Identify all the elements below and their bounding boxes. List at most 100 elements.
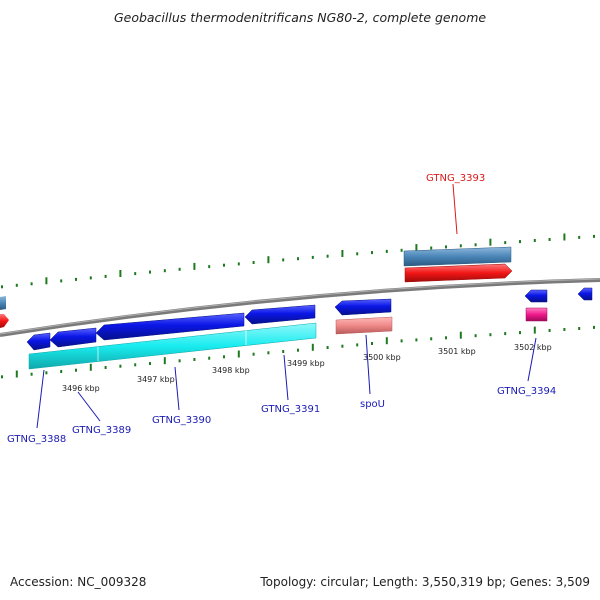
minor-tick xyxy=(297,348,299,352)
minor-tick xyxy=(1,285,3,289)
feature-bar-pink[interactable] xyxy=(335,316,393,335)
inner-tick-row xyxy=(1,325,595,379)
major-tick xyxy=(415,244,418,252)
minor-tick xyxy=(593,234,595,238)
minor-tick xyxy=(208,356,211,360)
minor-tick xyxy=(400,339,403,343)
major-tick xyxy=(311,343,314,351)
minor-tick xyxy=(430,337,433,341)
minor-tick xyxy=(60,279,63,283)
minor-tick xyxy=(45,371,48,375)
minor-tick xyxy=(474,243,477,247)
label-connector-red xyxy=(452,183,458,235)
minor-tick xyxy=(519,240,521,244)
minor-tick xyxy=(75,277,77,281)
minor-tick xyxy=(385,249,388,253)
minor-tick xyxy=(459,244,462,248)
minor-tick xyxy=(504,241,507,245)
kbp-tick-label: 3497 kbp xyxy=(137,375,175,384)
gene-GTNG_3393[interactable] xyxy=(403,246,513,283)
gene-spoU-arrow[interactable] xyxy=(334,298,392,316)
gene-label-GTNG_3393[interactable]: GTNG_3393 xyxy=(426,173,485,184)
gene-left-edge-red[interactable] xyxy=(0,314,9,328)
major-tick xyxy=(489,238,492,246)
gene-GTNG_3390-arrow[interactable] xyxy=(95,312,245,341)
minor-tick xyxy=(208,265,211,269)
kbp-tick-label: 3498 kbp xyxy=(212,366,250,375)
gene-arrow[interactable] xyxy=(404,263,513,283)
major-tick xyxy=(89,363,92,371)
gene-right-edge-arrow[interactable] xyxy=(577,287,593,301)
minor-tick xyxy=(252,261,255,264)
outer-tick-row xyxy=(1,233,595,289)
kbp-tick-label: 3502 kbp xyxy=(514,343,552,352)
minor-tick xyxy=(356,252,359,256)
major-tick xyxy=(267,256,270,264)
gene-label-GTNG_3394[interactable]: GTNG_3394 xyxy=(497,386,556,397)
feature-bar-magenta[interactable] xyxy=(525,307,548,322)
minor-tick xyxy=(341,344,344,348)
major-tick xyxy=(45,277,48,285)
major-tick xyxy=(533,326,536,334)
kbp-tick-label: 3496 kbp xyxy=(62,384,100,393)
minor-tick xyxy=(445,336,447,340)
gene-GTNG_3389-arrow[interactable] xyxy=(49,327,97,348)
minor-tick xyxy=(104,366,107,369)
minor-tick xyxy=(445,245,447,249)
minor-tick xyxy=(149,362,151,365)
minor-tick xyxy=(223,263,225,267)
minor-tick xyxy=(415,338,418,342)
minor-tick xyxy=(489,333,492,337)
gene-GTNG_3388-arrow[interactable] xyxy=(26,332,51,351)
gene-label-GTNG_3390[interactable]: GTNG_3390 xyxy=(152,415,211,426)
kbp-tick-label: 3501 kbp xyxy=(438,347,476,356)
major-tick xyxy=(193,262,196,270)
minor-tick xyxy=(178,267,181,271)
minor-tick xyxy=(504,332,507,336)
gene-label-GTNG_3388[interactable]: GTNG_3388 xyxy=(7,434,66,445)
gene-label-GTNG_3389[interactable]: GTNG_3389 xyxy=(72,425,131,436)
feature-bar-cyan[interactable] xyxy=(28,322,317,370)
major-tick xyxy=(459,331,462,339)
minor-tick xyxy=(548,329,551,332)
minor-tick xyxy=(519,331,521,335)
minor-tick xyxy=(326,254,329,258)
minor-tick xyxy=(104,274,107,278)
minor-tick xyxy=(1,375,3,379)
genome-backbone-highlight xyxy=(0,278,600,335)
major-tick xyxy=(563,233,566,241)
minor-tick xyxy=(237,262,240,266)
minor-tick xyxy=(548,238,551,241)
minor-tick xyxy=(223,355,225,359)
minor-tick xyxy=(371,342,373,345)
minor-tick xyxy=(474,334,477,338)
minor-tick xyxy=(60,370,63,373)
minor-tick xyxy=(356,343,359,347)
gene-arrow[interactable] xyxy=(403,246,512,267)
gene-label-spoU[interactable]: spoU xyxy=(360,399,385,410)
major-tick xyxy=(385,337,388,345)
gene-left-edge-steel[interactable] xyxy=(0,296,6,310)
minor-tick xyxy=(282,258,285,262)
label-connectors xyxy=(36,334,537,429)
minor-tick xyxy=(533,239,536,242)
minor-tick xyxy=(119,364,122,368)
minor-tick xyxy=(30,282,33,286)
kbp-tick-label: 3499 kbp xyxy=(287,359,325,368)
gene-label-GTNG_3391[interactable]: GTNG_3391 xyxy=(261,404,320,415)
minor-tick xyxy=(134,363,137,367)
gene-GTNG_3394-arrow[interactable] xyxy=(524,289,548,303)
minor-tick xyxy=(430,246,433,250)
genome-stats-text: Topology: circular; Length: 3,550,319 bp… xyxy=(260,575,590,589)
minor-tick xyxy=(578,235,581,239)
minor-tick xyxy=(400,248,403,252)
minor-tick xyxy=(282,350,285,353)
minor-tick xyxy=(134,272,137,276)
minor-tick xyxy=(163,269,166,273)
major-tick xyxy=(237,350,240,358)
feature-bar-cyan-divider xyxy=(97,330,247,361)
gene-GTNG_3391-arrow[interactable] xyxy=(244,304,316,325)
major-tick xyxy=(119,270,122,277)
minor-tick xyxy=(178,359,181,363)
